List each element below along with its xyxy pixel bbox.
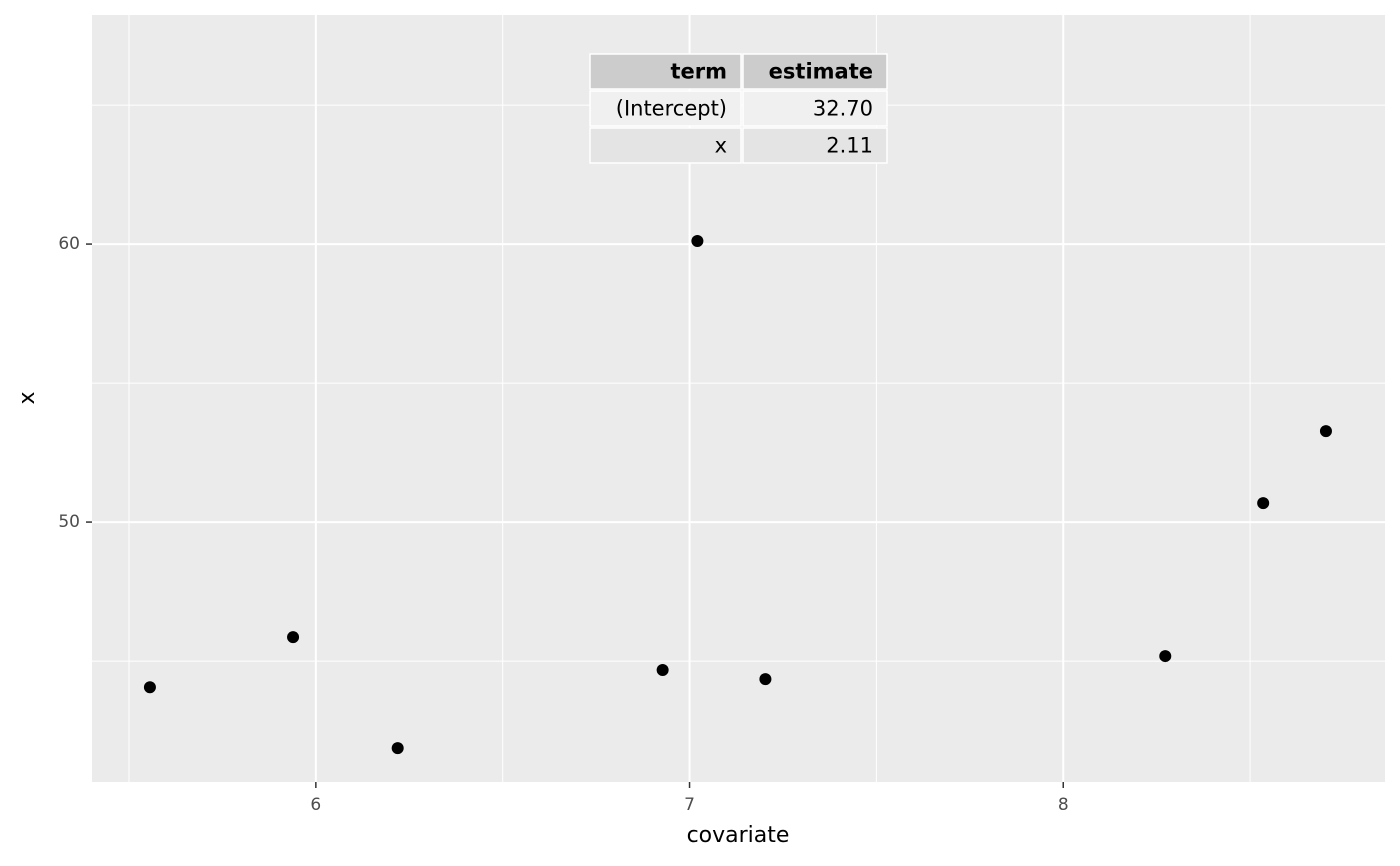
point <box>1257 497 1270 510</box>
x-tick-label: 7 <box>684 795 695 815</box>
cell-text: 32.70 <box>813 97 873 121</box>
point <box>143 681 156 694</box>
x-tick-label: 6 <box>310 795 321 815</box>
cell-text: (Intercept) <box>616 97 727 121</box>
table-cell <box>742 90 888 127</box>
table-cell <box>589 90 742 127</box>
table-cell <box>742 127 888 164</box>
point <box>759 673 772 686</box>
table-cell <box>589 127 742 164</box>
cell-text: x <box>715 134 727 158</box>
x-axis-title: covariate <box>687 823 790 848</box>
header-cell <box>742 53 888 90</box>
point <box>1319 425 1332 438</box>
y-tick-label: 50 <box>58 512 80 532</box>
y-axis-title: x <box>15 391 40 404</box>
header-cell <box>589 53 742 90</box>
cell-text: 2.11 <box>826 134 873 158</box>
header-text: term <box>670 60 727 84</box>
y-tick-label: 60 <box>58 234 80 254</box>
point <box>287 631 300 644</box>
point <box>1159 650 1172 663</box>
points <box>143 235 1332 755</box>
table: term estimate (Intercept) 32.70 x 2.11 <box>589 53 888 164</box>
x-tick-label: 8 <box>1058 795 1069 815</box>
header-text: estimate <box>769 60 873 84</box>
point <box>391 742 404 755</box>
point <box>691 235 704 248</box>
point <box>656 663 669 676</box>
